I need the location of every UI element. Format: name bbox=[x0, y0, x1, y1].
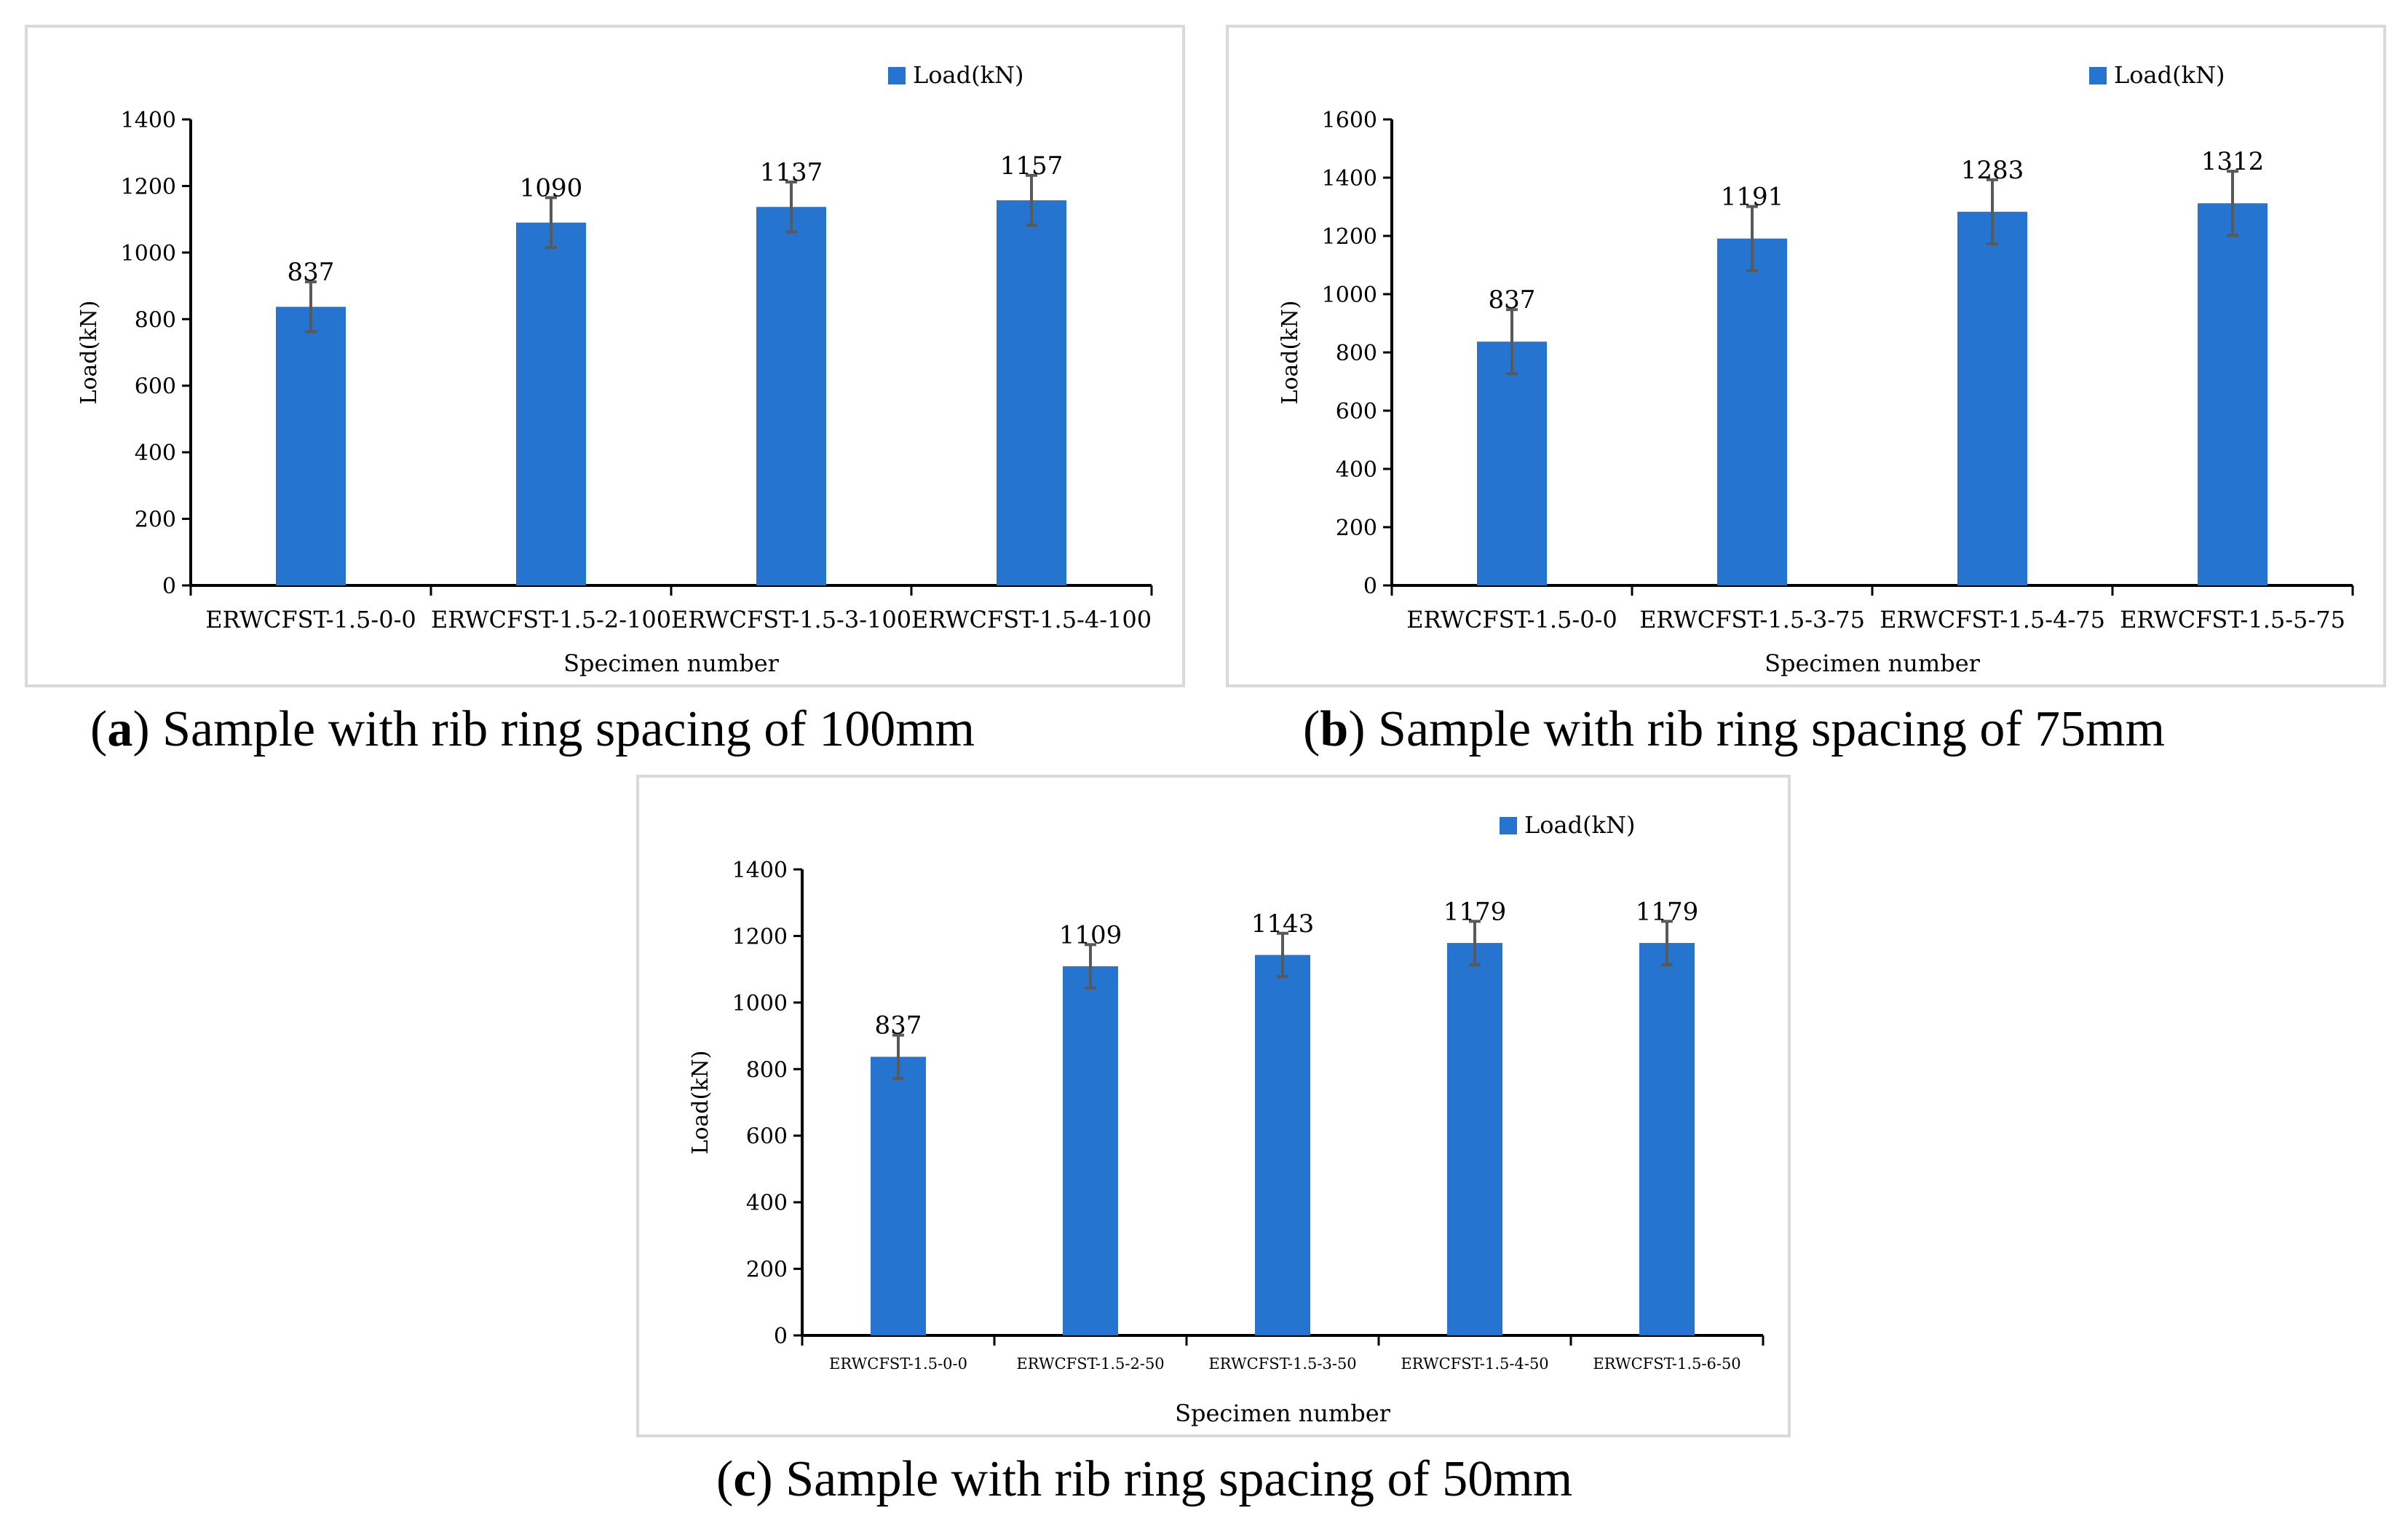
data-label: 837 bbox=[1489, 285, 1536, 315]
y-tick-label: 800 bbox=[1336, 341, 1377, 366]
data-label: 1179 bbox=[1636, 897, 1699, 926]
y-tick-label: 1200 bbox=[121, 174, 176, 200]
data-label: 837 bbox=[875, 1011, 922, 1041]
y-tick-label: 1400 bbox=[732, 858, 788, 883]
bar bbox=[1477, 341, 1547, 585]
category-label: ERWCFST-1.5-3-75 bbox=[1639, 606, 1865, 633]
category-label: ERWCFST-1.5-0-0 bbox=[205, 606, 416, 633]
legend-label: Load(kN) bbox=[2114, 61, 2225, 89]
x-axis-title: Specimen number bbox=[563, 649, 780, 677]
category-label: ERWCFST-1.5-0-0 bbox=[1406, 606, 1617, 633]
y-tick-label: 400 bbox=[746, 1191, 788, 1216]
y-axis-title: Load(kN) bbox=[688, 1051, 713, 1155]
y-tick-label: 1000 bbox=[1322, 283, 1377, 308]
chart-panel-b: Load(kN) 0 200 400 600 800 1000 1200 1400 1600 837… bbox=[1226, 25, 2386, 687]
data-label: 1283 bbox=[1961, 156, 2024, 185]
y-tick-label: 1400 bbox=[121, 108, 176, 133]
bar bbox=[997, 200, 1066, 585]
data-label: 1143 bbox=[1251, 909, 1315, 939]
data-label: 1090 bbox=[520, 173, 583, 202]
chart-a: Load(kN) 0 200 400 600 800 1000 1200 1400 837 ERWC… bbox=[76, 61, 1153, 677]
y-axis-title: Load(kN) bbox=[1278, 301, 1303, 405]
y-tick-label: 800 bbox=[746, 1057, 788, 1083]
y-tick-label: 600 bbox=[746, 1124, 788, 1150]
bar bbox=[2198, 203, 2268, 585]
y-tick-label: 0 bbox=[162, 574, 176, 599]
legend-swatch bbox=[888, 67, 906, 84]
y-tick-label: 1000 bbox=[732, 991, 788, 1016]
y-tick-label: 400 bbox=[1336, 457, 1377, 483]
chart-panel-c: Load(kN) 0 200 400 600 800 1000 1200 1400 837 ERWC… bbox=[636, 775, 1791, 1437]
category-label: ERWCFST-1.5-0-0 bbox=[829, 1355, 967, 1373]
bar bbox=[1717, 238, 1787, 585]
y-tick-label: 600 bbox=[135, 374, 176, 400]
y-tick-label: 0 bbox=[1363, 574, 1377, 599]
caption-a: (a) Sample with rib ring spacing of 100m… bbox=[90, 701, 975, 757]
data-label: 1191 bbox=[1721, 183, 1784, 212]
data-label: 1137 bbox=[760, 158, 823, 187]
legend-label: Load(kN) bbox=[913, 61, 1023, 89]
y-tick-label: 200 bbox=[135, 508, 176, 533]
y-tick-label: 1000 bbox=[121, 241, 176, 266]
y-tick-label: 1200 bbox=[1322, 224, 1377, 250]
data-label: 1157 bbox=[1000, 151, 1064, 181]
caption-c: (c) Sample with rib ring spacing of 50mm bbox=[716, 1451, 1573, 1507]
bar bbox=[1957, 211, 2027, 585]
data-label: 1109 bbox=[1059, 920, 1122, 949]
y-axis-title: Load(kN) bbox=[76, 301, 102, 405]
y-tick-label: 1400 bbox=[1322, 166, 1377, 192]
legend-swatch bbox=[1500, 817, 1517, 834]
chart-b: Load(kN) 0 200 400 600 800 1000 1200 1400 1600 837… bbox=[1278, 61, 2354, 677]
bar bbox=[1639, 943, 1695, 1335]
y-tick-label: 600 bbox=[1336, 399, 1377, 425]
category-label: ERWCFST-1.5-2-100 bbox=[431, 606, 671, 633]
caption-b: (b) Sample with rib ring spacing of 75mm bbox=[1303, 701, 2166, 757]
category-label: ERWCFST-1.5-4-100 bbox=[911, 606, 1152, 633]
category-label: ERWCFST-1.5-2-50 bbox=[1016, 1355, 1164, 1373]
data-label: 1179 bbox=[1443, 897, 1507, 926]
y-tick-label: 400 bbox=[135, 441, 176, 466]
category-label: ERWCFST-1.5-3-100 bbox=[671, 606, 911, 633]
bar bbox=[1063, 966, 1118, 1335]
x-axis-title: Specimen number bbox=[1175, 1399, 1391, 1427]
chart-panel-a: Load(kN) 0 200 400 600 800 1000 1200 1400 837 ERWC… bbox=[25, 25, 1185, 687]
y-tick-label: 1200 bbox=[732, 924, 788, 949]
x-axis-title: Specimen number bbox=[1765, 649, 1981, 677]
y-tick-label: 200 bbox=[1336, 516, 1377, 541]
data-label: 1312 bbox=[2201, 147, 2265, 176]
bar bbox=[871, 1057, 926, 1335]
data-label: 837 bbox=[288, 258, 335, 287]
legend-swatch bbox=[2089, 67, 2107, 84]
bar bbox=[516, 222, 586, 585]
bar bbox=[756, 207, 826, 585]
category-label: ERWCFST-1.5-6-50 bbox=[1593, 1355, 1740, 1373]
y-tick-label: 0 bbox=[774, 1324, 788, 1349]
category-label: ERWCFST-1.5-3-50 bbox=[1208, 1355, 1356, 1373]
category-label: ERWCFST-1.5-4-50 bbox=[1401, 1355, 1548, 1373]
y-tick-label: 200 bbox=[746, 1257, 788, 1283]
chart-c: Load(kN) 0 200 400 600 800 1000 1200 1400 837 ERWC… bbox=[688, 811, 1765, 1427]
y-tick-label: 1600 bbox=[1322, 108, 1377, 133]
y-tick-label: 800 bbox=[135, 307, 176, 333]
category-label: ERWCFST-1.5-4-75 bbox=[1880, 606, 2105, 633]
category-label: ERWCFST-1.5-5-75 bbox=[2120, 606, 2345, 633]
bar bbox=[1255, 955, 1310, 1335]
bar bbox=[1447, 943, 1502, 1335]
legend-label: Load(kN) bbox=[1524, 811, 1635, 839]
bar bbox=[276, 307, 346, 585]
